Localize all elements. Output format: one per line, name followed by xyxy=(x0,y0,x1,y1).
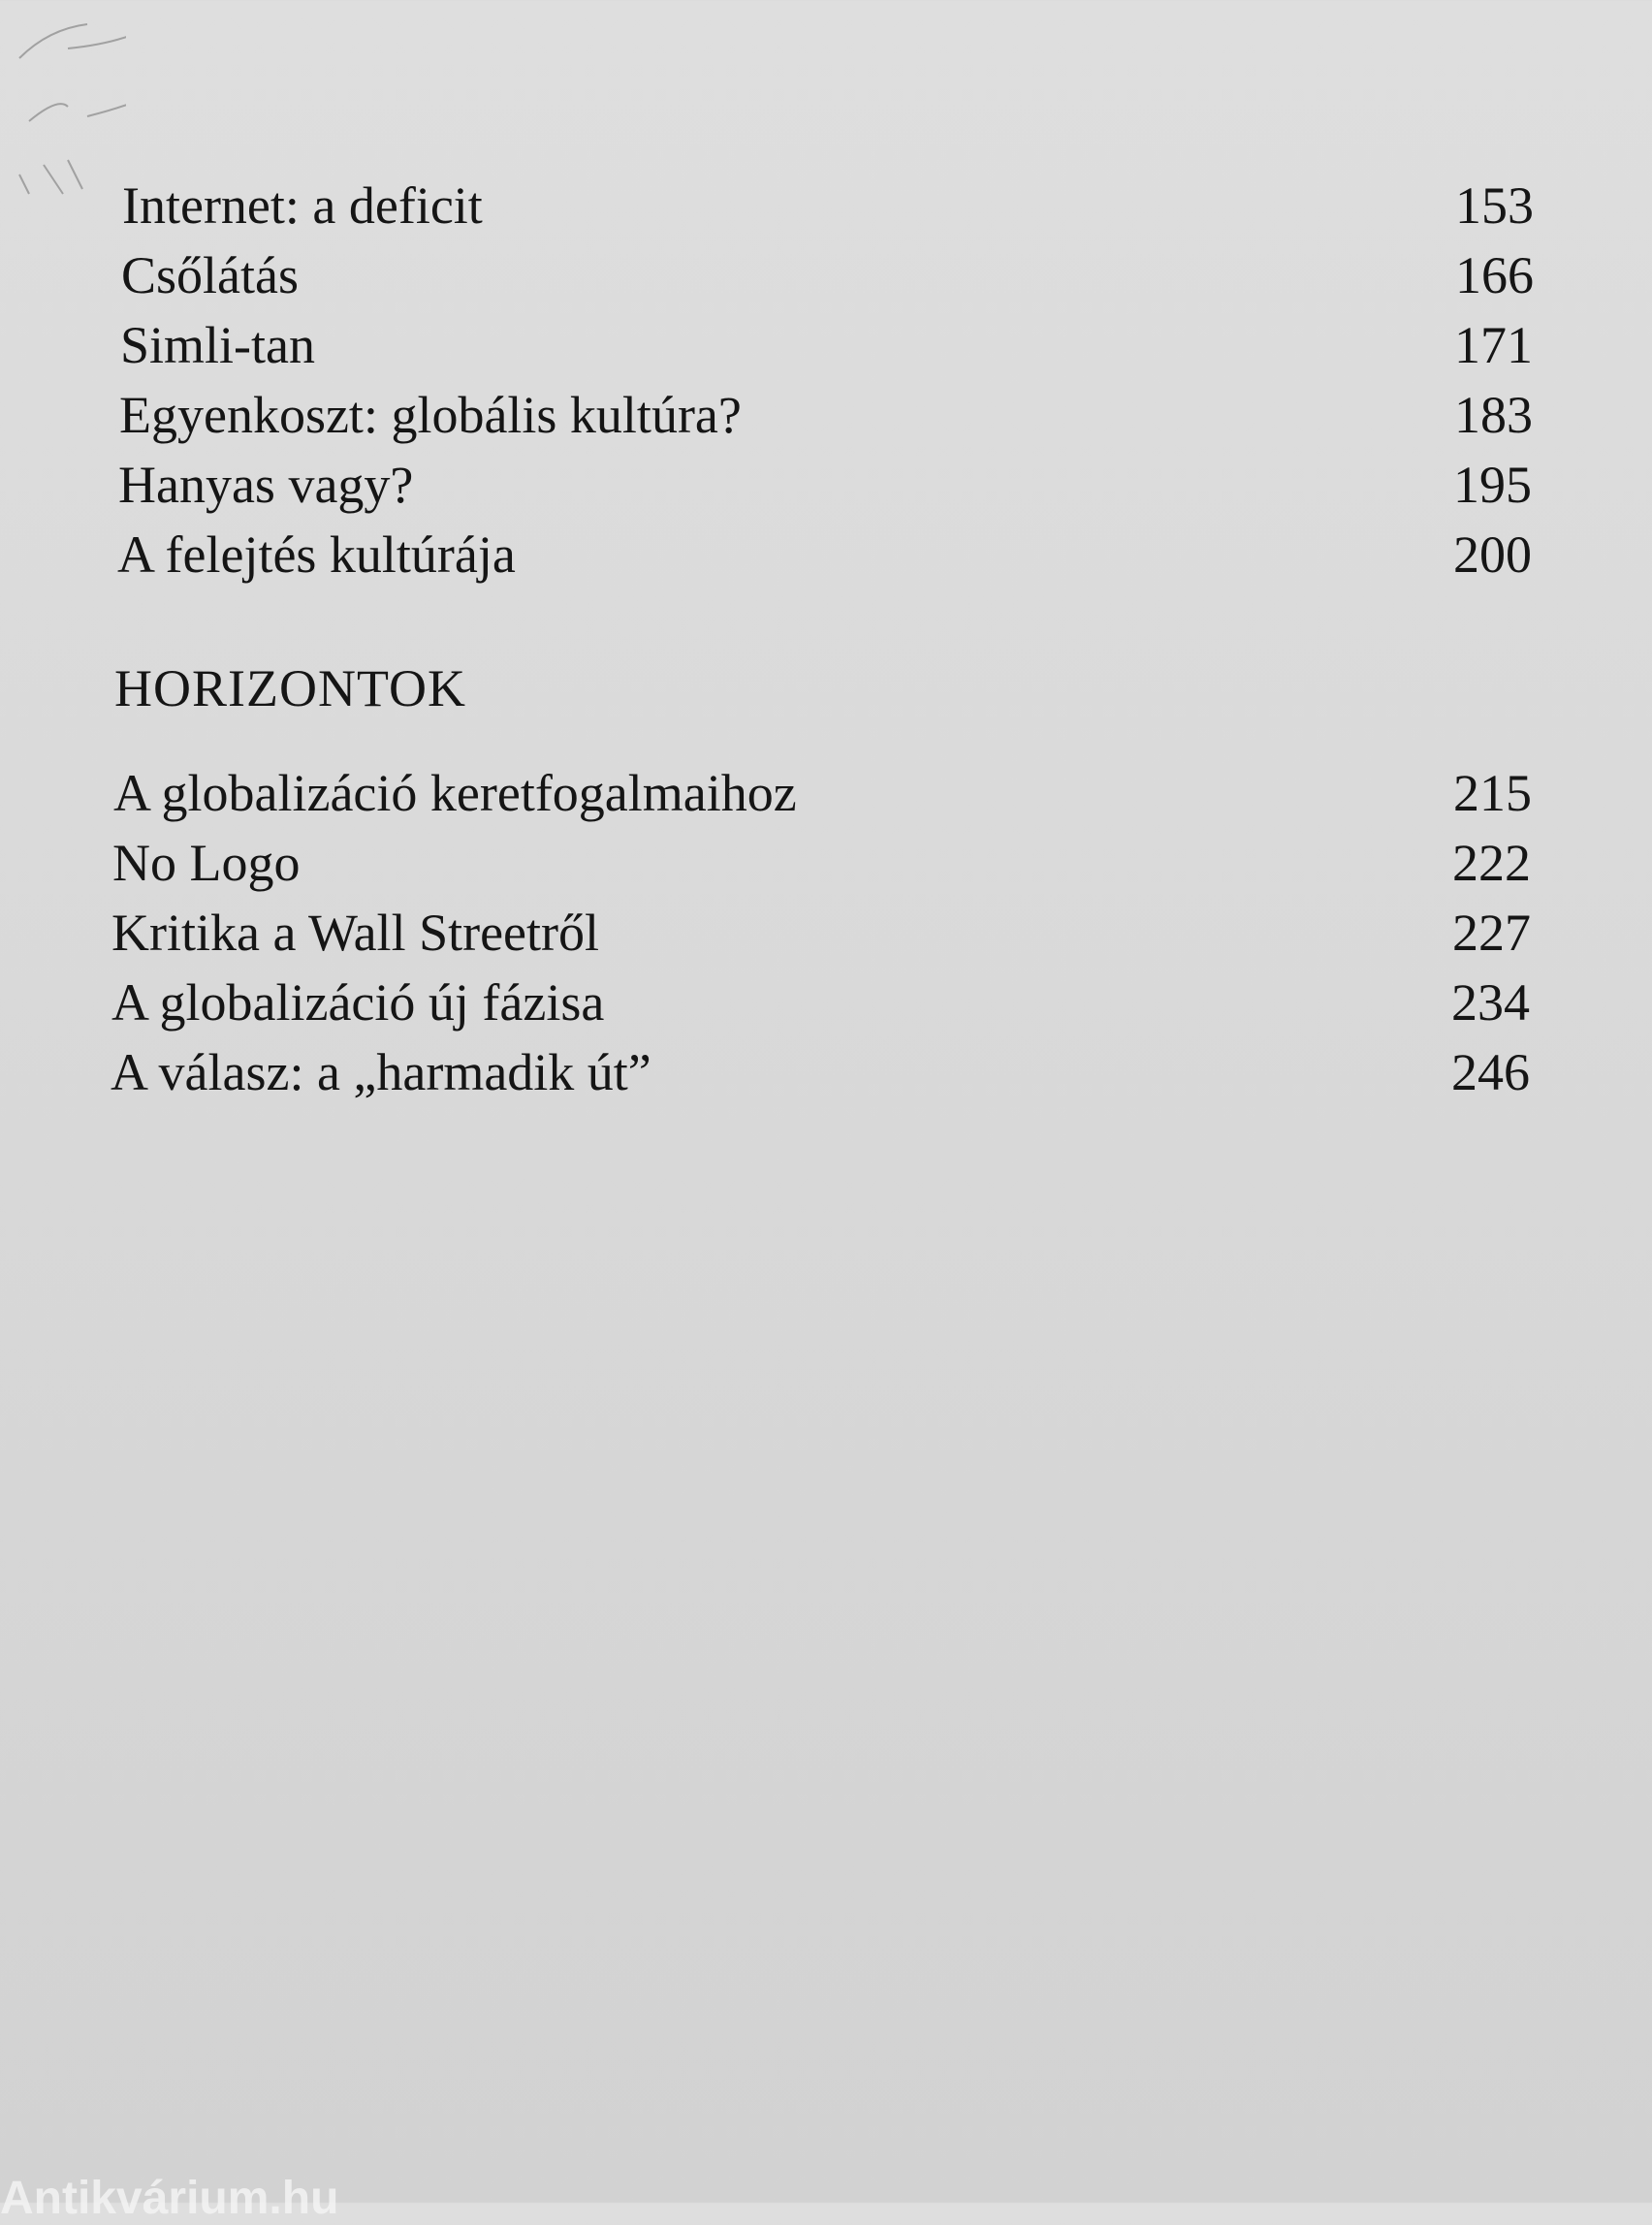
entry-title: Kritika a Wall Streetről xyxy=(111,904,600,962)
toc-entry: A válasz: a „harmadik út” 246 xyxy=(111,1037,1530,1107)
entry-page: 183 xyxy=(1454,386,1533,444)
entry-title: Internet: a deficit xyxy=(122,176,483,235)
entry-title: Egyenkoszt: globális kultúra? xyxy=(119,386,742,444)
handwritten-note xyxy=(18,23,126,195)
toc-entry: Egyenkoszt: globális kultúra? 183 xyxy=(119,380,1533,450)
entry-page: 246 xyxy=(1451,1043,1530,1101)
toc-entry: A globalizáció keretfogalmaihoz 215 xyxy=(113,758,1532,828)
entry-title: Csőlátás xyxy=(121,246,299,304)
entry-page: 195 xyxy=(1453,456,1532,514)
entry-page: 234 xyxy=(1451,973,1530,1032)
toc-entry: Kritika a Wall Streetről 227 xyxy=(111,898,1531,968)
entry-page: 166 xyxy=(1455,246,1534,304)
entry-page: 171 xyxy=(1454,316,1533,374)
entry-page: 200 xyxy=(1453,525,1532,584)
toc-entry: No Logo 222 xyxy=(112,828,1531,898)
toc-entry: Simli-tan 171 xyxy=(120,310,1533,380)
entry-page: 227 xyxy=(1452,904,1531,962)
toc-entry: A globalizáció új fázisa 234 xyxy=(111,968,1530,1037)
entry-title: Simli-tan xyxy=(120,316,315,374)
entry-title: A globalizáció keretfogalmaihoz xyxy=(113,764,797,822)
toc-entry: Internet: a deficit 153 xyxy=(122,171,1534,240)
entry-title: A globalizáció új fázisa xyxy=(111,973,605,1032)
entry-page: 215 xyxy=(1453,764,1532,822)
toc-entry: Hanyas vagy? 195 xyxy=(118,450,1532,520)
entry-title: A felejtés kultúrája xyxy=(117,525,516,584)
section-heading: HORIZONTOK xyxy=(114,659,466,717)
entry-title: A válasz: a „harmadik út” xyxy=(111,1043,651,1101)
toc-entry: A felejtés kultúrája 200 xyxy=(117,520,1532,589)
entry-title: Hanyas vagy? xyxy=(118,456,414,514)
entry-page: 222 xyxy=(1452,834,1531,892)
toc-entry: Csőlátás 166 xyxy=(121,240,1534,310)
entry-title: No Logo xyxy=(112,834,301,892)
entry-page: 153 xyxy=(1455,176,1534,235)
watermark: Antikvárium.hu xyxy=(0,2173,339,2224)
